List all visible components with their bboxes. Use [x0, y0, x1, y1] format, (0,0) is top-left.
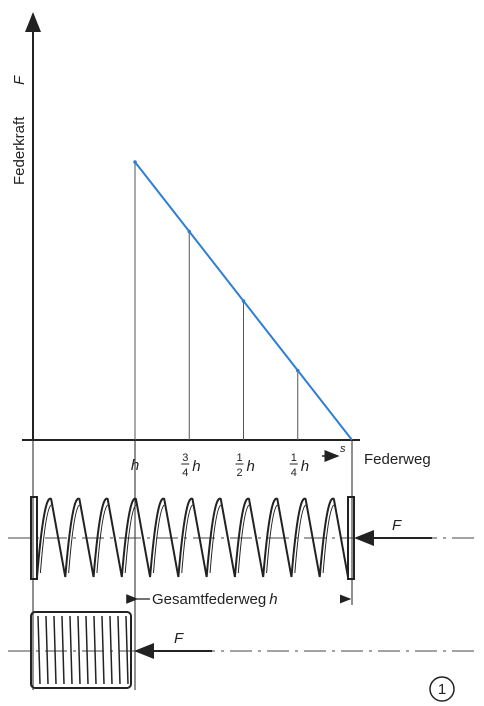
tick-denominator: 2: [236, 467, 242, 479]
spring-compressed: [30, 611, 132, 689]
force-symbol-lower: F: [174, 630, 184, 647]
s-arrow-symbol: s: [340, 443, 346, 455]
force-symbol-upper: F: [392, 517, 402, 534]
compressed-coil: [53, 615, 57, 685]
x-tick-label: 1 4 h: [289, 452, 309, 479]
compressed-coil: [37, 615, 41, 685]
tick-variable: h: [301, 458, 309, 475]
total-travel-label: Gesamtfederweg h: [152, 591, 278, 608]
figure-number-circle: [429, 676, 455, 702]
y-axis-symbol: F: [11, 75, 28, 85]
compressed-coil: [69, 615, 73, 685]
compressed-coil: [109, 615, 113, 685]
tick-numerator: 1: [291, 452, 297, 464]
x-tick-label: 1 2 h: [235, 452, 255, 479]
compressed-coil: [77, 615, 81, 685]
compressed-coil: [125, 615, 129, 685]
tick-variable: h: [192, 458, 200, 475]
spring-uncompressed: [30, 496, 355, 580]
figure-number: 1: [438, 681, 446, 698]
drop-lines: [133, 160, 300, 440]
tick-numerator: 1: [236, 452, 242, 464]
compressed-coil: [101, 615, 105, 685]
tick-denominator: 4: [182, 467, 188, 479]
x-tick-labels: h 34 h 12 h 14 h: [131, 452, 309, 479]
x-tick-label: 3 4 h: [181, 452, 201, 479]
tick-numerator: 3: [182, 452, 188, 464]
compressed-coil: [93, 615, 97, 685]
compressed-coil: [117, 615, 121, 685]
tick-denominator: 4: [291, 467, 297, 479]
y-axis-label: Federkraft: [11, 116, 28, 185]
x-axis-label: Federweg: [364, 451, 431, 468]
compressed-coil: [61, 615, 65, 685]
compressed-coil: [85, 615, 89, 685]
tick-variable: h: [247, 458, 255, 475]
force-line: [134, 161, 353, 441]
compressed-coil: [45, 615, 49, 685]
